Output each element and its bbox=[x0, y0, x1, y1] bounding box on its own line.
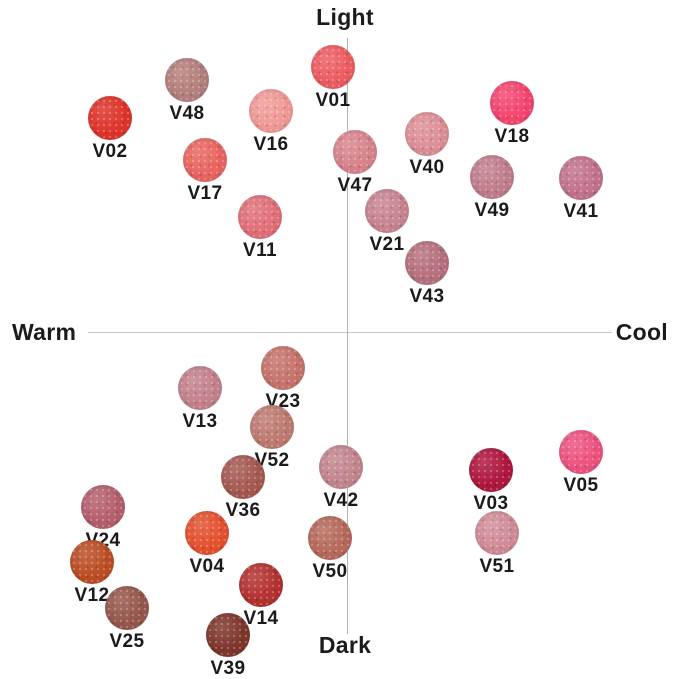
shade-point: V11 bbox=[238, 195, 282, 262]
shade-swatch-icon bbox=[183, 138, 227, 182]
axis-label-light: Light bbox=[316, 4, 374, 30]
shade-point: V04 bbox=[185, 511, 229, 578]
shade-label: V21 bbox=[369, 234, 405, 255]
shade-label: V13 bbox=[182, 411, 218, 432]
shade-swatch-icon bbox=[165, 58, 209, 102]
x-axis-line bbox=[88, 332, 612, 333]
shade-swatch-icon bbox=[490, 81, 534, 125]
axis-label-dark: Dark bbox=[318, 632, 372, 658]
shade-point: V36 bbox=[221, 455, 265, 522]
shade-label: V04 bbox=[189, 556, 225, 577]
shade-label: V25 bbox=[109, 631, 145, 652]
shade-label: V01 bbox=[315, 90, 351, 111]
shade-label: V43 bbox=[409, 286, 445, 307]
shade-point: V12 bbox=[70, 540, 114, 607]
shade-swatch-icon bbox=[333, 130, 377, 174]
shade-point: V48 bbox=[165, 58, 209, 125]
shade-point: V50 bbox=[308, 516, 352, 583]
shade-label: V39 bbox=[210, 658, 246, 679]
shade-label: V18 bbox=[494, 126, 530, 147]
shade-point: V41 bbox=[559, 156, 603, 223]
shade-point: V23 bbox=[261, 346, 305, 413]
shade-swatch-icon bbox=[559, 156, 603, 200]
shade-label: V05 bbox=[563, 475, 599, 496]
shade-swatch-icon bbox=[70, 540, 114, 584]
shade-point: V25 bbox=[105, 586, 149, 653]
shade-swatch-icon bbox=[81, 485, 125, 529]
shade-point: V13 bbox=[178, 366, 222, 433]
shade-label: V48 bbox=[169, 103, 205, 124]
shade-point: V47 bbox=[333, 130, 377, 197]
shade-label: V02 bbox=[92, 141, 128, 162]
shade-label: V17 bbox=[187, 183, 223, 204]
shade-swatch-icon bbox=[221, 455, 265, 499]
shade-point: V17 bbox=[183, 138, 227, 205]
shade-point: V21 bbox=[365, 189, 409, 256]
shade-swatch-icon bbox=[469, 448, 513, 492]
shade-swatch-icon bbox=[185, 511, 229, 555]
shade-label: V50 bbox=[312, 561, 348, 582]
shade-label: V41 bbox=[563, 201, 599, 222]
shade-swatch-icon bbox=[239, 563, 283, 607]
shade-swatch-icon bbox=[105, 586, 149, 630]
shade-label: V36 bbox=[225, 500, 261, 521]
shade-swatch-icon bbox=[238, 195, 282, 239]
shade-label: V51 bbox=[479, 556, 515, 577]
shade-swatch-icon bbox=[365, 189, 409, 233]
shade-swatch-icon bbox=[261, 346, 305, 390]
shade-swatch-icon bbox=[178, 366, 222, 410]
shade-label: V03 bbox=[473, 493, 509, 514]
shade-point: V16 bbox=[249, 89, 293, 156]
shade-label: V47 bbox=[337, 175, 373, 196]
shade-swatch-icon bbox=[319, 445, 363, 489]
shade-label: V12 bbox=[74, 585, 110, 606]
shade-swatch-icon bbox=[405, 241, 449, 285]
shade-label: V49 bbox=[474, 200, 510, 221]
shade-label: V40 bbox=[409, 157, 445, 178]
shade-point: V51 bbox=[475, 511, 519, 578]
shade-point: V40 bbox=[405, 112, 449, 179]
shade-swatch-icon bbox=[206, 613, 250, 657]
shade-point: V03 bbox=[469, 448, 513, 515]
shade-point: V02 bbox=[88, 96, 132, 163]
shade-point: V42 bbox=[319, 445, 363, 512]
shade-point: V49 bbox=[470, 155, 514, 222]
y-axis-line bbox=[347, 38, 348, 634]
shade-label: V14 bbox=[243, 608, 279, 629]
shade-point: V14 bbox=[239, 563, 283, 630]
shade-swatch-icon bbox=[249, 89, 293, 133]
shade-swatch-icon bbox=[311, 45, 355, 89]
shade-swatch-icon bbox=[405, 112, 449, 156]
shade-point: V43 bbox=[405, 241, 449, 308]
shade-label: V42 bbox=[323, 490, 359, 511]
shade-point: V39 bbox=[206, 613, 250, 679]
shade-swatch-icon bbox=[470, 155, 514, 199]
shade-swatch-icon bbox=[308, 516, 352, 560]
shade-label: V52 bbox=[254, 450, 290, 471]
shade-label: V11 bbox=[243, 240, 277, 261]
shade-point: V18 bbox=[490, 81, 534, 148]
axis-label-warm: Warm bbox=[12, 319, 77, 345]
shade-swatch-icon bbox=[559, 430, 603, 474]
shade-point: V05 bbox=[559, 430, 603, 497]
shade-point: V01 bbox=[311, 45, 355, 112]
axis-label-cool: Cool bbox=[615, 319, 668, 345]
shade-point: V52 bbox=[250, 405, 294, 472]
shade-label: V16 bbox=[253, 134, 289, 155]
shade-swatch-icon bbox=[475, 511, 519, 555]
shade-swatch-icon bbox=[250, 405, 294, 449]
shade-swatch-icon bbox=[88, 96, 132, 140]
